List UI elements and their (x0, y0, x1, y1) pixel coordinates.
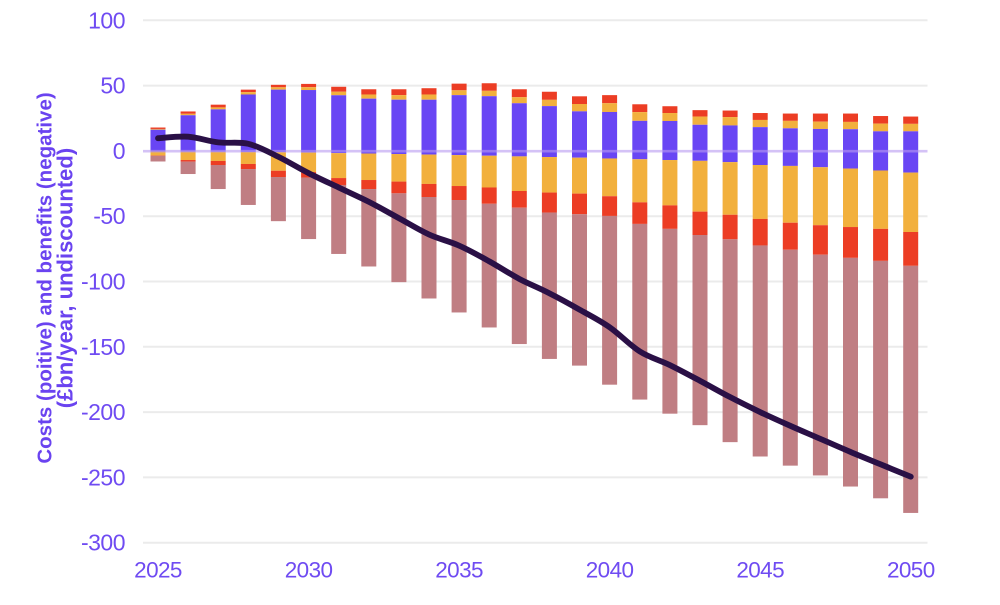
svg-text:-250: -250 (81, 464, 125, 490)
svg-text:2025: 2025 (134, 558, 182, 583)
svg-text:-100: -100 (81, 269, 125, 295)
svg-text:2035: 2035 (435, 558, 483, 583)
svg-text:-300: -300 (81, 530, 125, 556)
svg-text:2030: 2030 (285, 558, 333, 583)
svg-text:0: 0 (113, 138, 125, 164)
svg-text:100: 100 (88, 7, 125, 33)
svg-text:-150: -150 (81, 334, 125, 360)
svg-text:-50: -50 (93, 203, 125, 229)
svg-text:-200: -200 (81, 399, 125, 425)
svg-text:(£bn/year, undiscounted): (£bn/year, undiscounted) (53, 148, 78, 408)
svg-text:50: 50 (100, 73, 125, 99)
svg-text:2040: 2040 (586, 558, 634, 583)
svg-text:2045: 2045 (736, 558, 784, 583)
svg-text:2050: 2050 (887, 558, 935, 583)
